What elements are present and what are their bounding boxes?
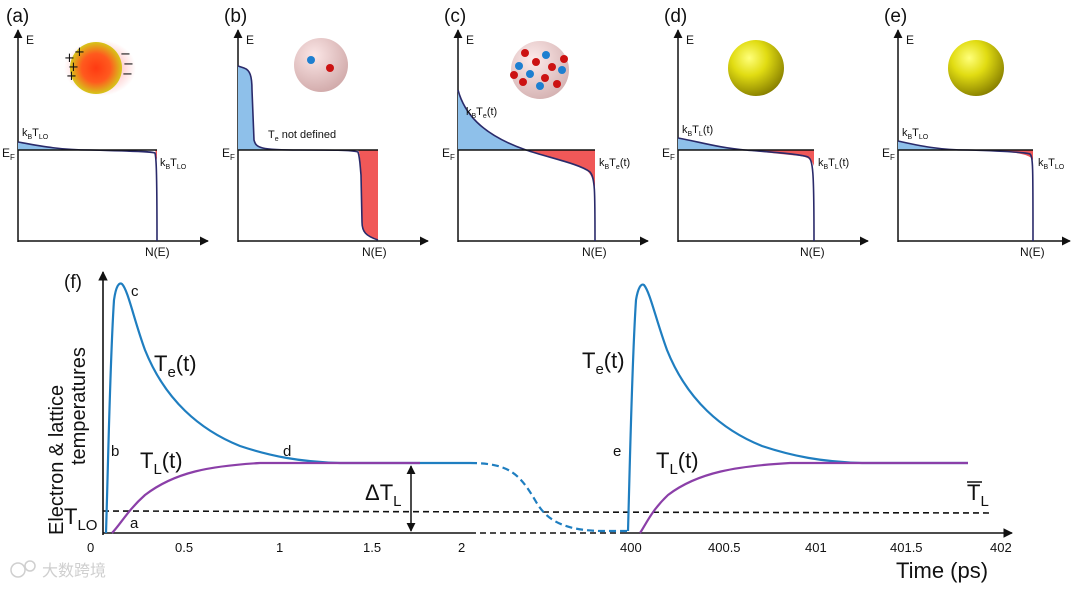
hot-lattice-nanoparticle — [728, 40, 784, 96]
temp-right-label: kBTL(t) — [818, 157, 849, 171]
delta-tl-label: ΔTL — [365, 480, 401, 510]
equilibrium-nanoparticle — [948, 40, 1004, 96]
fermi-label: EF — [662, 146, 675, 162]
panel-a: (a) E EF N(E) kBTLO kBTLO + + + + − − − — [2, 6, 209, 259]
energy-axis-label: E — [246, 33, 254, 47]
energy-axis-label: E — [26, 33, 34, 47]
temp-left-label: kBTL(t) — [682, 124, 713, 138]
tick-400: 400 — [620, 540, 642, 555]
svg-text:+: + — [68, 60, 79, 75]
fermi-label: EF — [222, 146, 235, 162]
panel-f-label: (f) — [64, 272, 82, 293]
negative-charges: − — [120, 47, 131, 62]
panel-c-label: (c) — [444, 6, 466, 27]
te-label-right: Te(t) — [582, 348, 625, 378]
point-e: e — [613, 443, 621, 460]
point-a: a — [130, 515, 139, 532]
tl-curve-first-pulse — [111, 461, 420, 534]
temp-right-label: kBTLO — [1038, 157, 1065, 171]
plasmonic-nanoparticle — [70, 42, 122, 94]
energy-axis-label: E — [906, 33, 914, 47]
fermi-label: EF — [2, 146, 15, 162]
temp-right-label: kBTLO — [160, 157, 187, 171]
svg-text:temperatures: temperatures — [68, 347, 90, 465]
x-tick-labels: 0 0.5 1 1.5 2 400 400.5 401 401.5 402 — [87, 540, 1012, 555]
te-label-left: Te(t) — [154, 351, 197, 381]
fermi-label: EF — [882, 146, 895, 162]
panel-f: (f) Electron & lattice temperatures 0 0.… — [46, 271, 1013, 583]
tick-1.5: 1.5 — [363, 540, 381, 555]
te-not-defined-note: Te not defined — [268, 129, 336, 143]
dos-axis-label: N(E) — [145, 245, 170, 259]
tl-label-left: TL(t) — [140, 448, 183, 478]
tick-0: 0 — [87, 540, 94, 555]
tick-401.5: 401.5 — [890, 540, 923, 555]
panel-d: (d) E EF N(E) kBTL(t) kBTL(t) — [662, 6, 869, 259]
dos-axis-label: N(E) — [1020, 245, 1045, 259]
panel-e: (e) E EF N(E) kBTLO kBTLO — [882, 6, 1071, 259]
tl-curve-second-pulse — [639, 461, 968, 534]
watermark: 大数跨境 — [10, 560, 106, 580]
dos-axis-label: N(E) — [800, 245, 825, 259]
tick-401: 401 — [805, 540, 827, 555]
temp-left-label: kBTe(t) — [466, 106, 497, 120]
panel-b-label: (b) — [224, 6, 247, 27]
positive-charges: + — [64, 51, 75, 66]
panel-b: (b) E EF N(E) Te not defined — [222, 6, 429, 259]
energy-axis-label: E — [686, 33, 694, 47]
panel-c: (c) E EF N(E) kBTe(t) kBTe(t) — [442, 6, 649, 259]
point-d: d — [283, 443, 291, 460]
te-curve-second-pulse — [626, 283, 968, 532]
svg-text:−: − — [123, 57, 134, 72]
tl-label-right: TL(t) — [656, 448, 699, 478]
svg-text:+: + — [66, 69, 77, 84]
temp-left-label: kBTLO — [22, 127, 49, 141]
tick-2: 2 — [458, 540, 465, 555]
tick-400.5: 400.5 — [708, 540, 741, 555]
tick-0.5: 0.5 — [175, 540, 193, 555]
svg-text:Electron & lattice: Electron & lattice — [46, 385, 68, 535]
svg-text:+: + — [74, 45, 85, 60]
x-axis-title: Time (ps) — [896, 558, 988, 583]
panel-e-label: (e) — [884, 6, 907, 27]
point-b: b — [111, 443, 119, 460]
dos-axis-label: N(E) — [582, 245, 607, 259]
panel-a-label: (a) — [6, 6, 29, 27]
temp-left-label: kBTLO — [902, 127, 929, 141]
y-axis-title: Electron & lattice temperatures — [46, 347, 90, 535]
te-curve-first-pulse — [104, 282, 470, 534]
dos-axis-label: N(E) — [362, 245, 387, 259]
fermi-label: EF — [442, 146, 455, 162]
point-c: c — [131, 283, 139, 300]
panel-d-label: (d) — [664, 6, 687, 27]
mean-lattice-temp-line — [102, 510, 991, 514]
mean-tl-label: TL — [967, 480, 989, 510]
t-lo-label: TLO — [64, 504, 97, 534]
energy-axis-label: E — [466, 33, 474, 47]
tick-402: 402 — [990, 540, 1012, 555]
svg-text:−: − — [122, 67, 133, 82]
temp-right-label: kBTe(t) — [599, 157, 630, 171]
tick-1: 1 — [276, 540, 283, 555]
hot-carrier-nanoparticle — [294, 38, 348, 92]
svg-text:大数跨境: 大数跨境 — [42, 561, 106, 580]
te-dashed-cooling — [469, 461, 628, 533]
